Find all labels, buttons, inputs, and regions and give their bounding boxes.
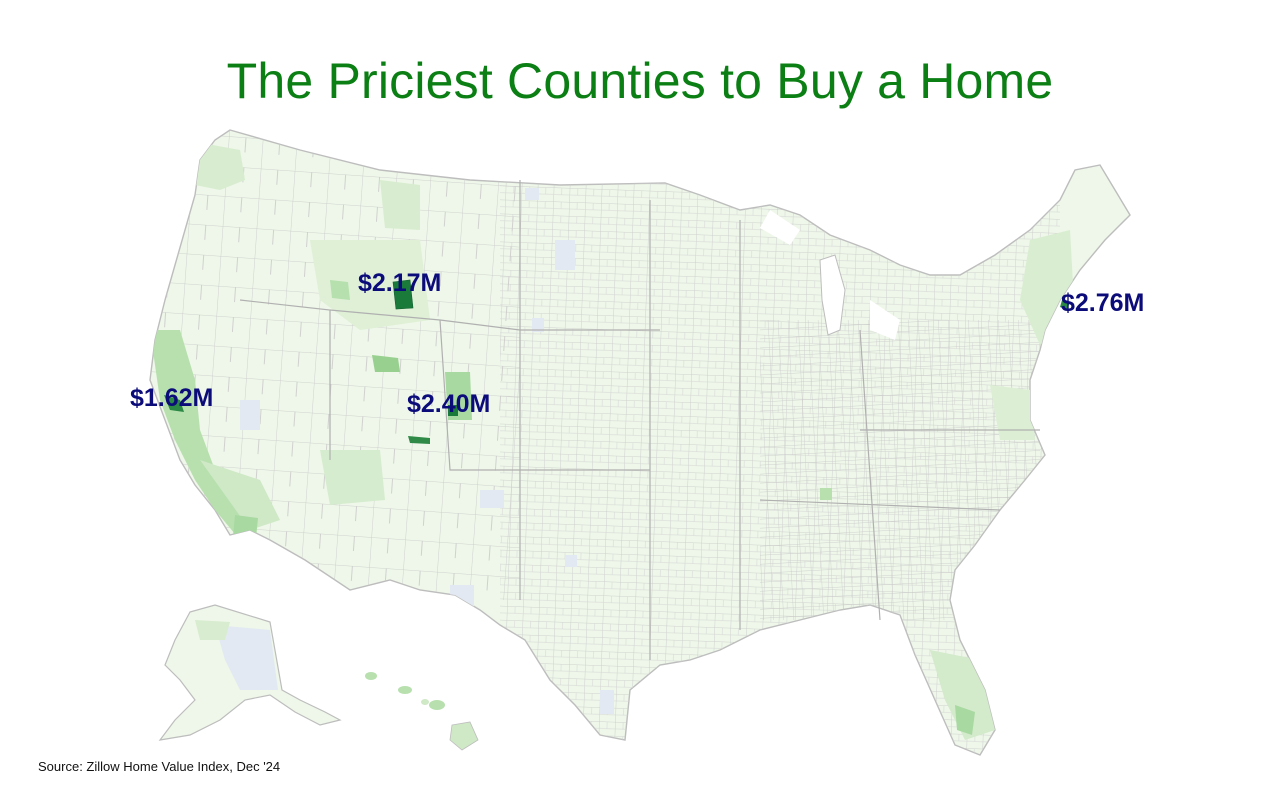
price-label-san-mateo: $1.62M: [130, 384, 214, 412]
page-title: The Priciest Counties to Buy a Home: [226, 53, 1054, 109]
county-nantucket-ma: [1060, 300, 1070, 310]
county-san-miguel-co: [408, 436, 430, 444]
county-pitkin-co: [448, 405, 458, 416]
price-label-pitkin: $2.40M: [407, 390, 491, 418]
county-san-mateo-ca: [164, 395, 184, 412]
alaska: [158, 604, 342, 741]
source-note: Source: Zillow Home Value Index, Dec '24: [38, 759, 281, 774]
county-teton-wy: [392, 279, 414, 310]
price-label-teton: $2.17M: [358, 269, 442, 297]
contiguous-us: [149, 129, 1131, 756]
priciest-counties: [164, 279, 1070, 444]
hawaii: [365, 672, 479, 751]
state-borders: [239, 180, 1040, 660]
price-label-nantucket: $2.76M: [1061, 289, 1145, 317]
